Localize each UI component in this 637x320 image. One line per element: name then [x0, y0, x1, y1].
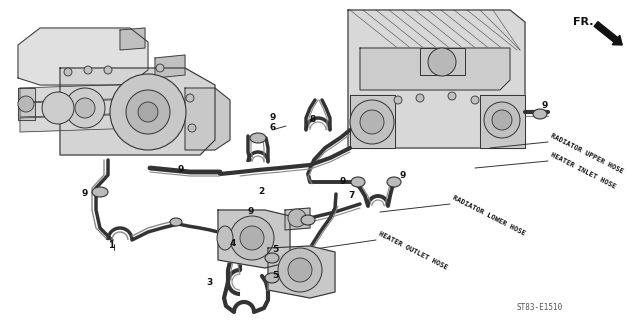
Text: RADIATOR LOWER HOSE: RADIATOR LOWER HOSE: [452, 195, 527, 237]
Text: RADIATOR UPPER HOSE: RADIATOR UPPER HOSE: [550, 133, 625, 175]
Circle shape: [484, 102, 520, 138]
Ellipse shape: [265, 273, 279, 283]
Text: 9: 9: [542, 101, 548, 110]
Polygon shape: [120, 28, 145, 50]
Circle shape: [65, 88, 105, 128]
Polygon shape: [18, 28, 148, 85]
Circle shape: [156, 64, 164, 72]
Polygon shape: [350, 95, 395, 148]
Text: 4: 4: [230, 239, 236, 248]
Circle shape: [278, 248, 322, 292]
Text: 8: 8: [310, 115, 316, 124]
Circle shape: [138, 102, 158, 122]
Circle shape: [471, 96, 479, 104]
Ellipse shape: [301, 215, 315, 225]
Text: 9: 9: [270, 113, 276, 122]
Circle shape: [18, 96, 34, 112]
Polygon shape: [348, 10, 525, 148]
Polygon shape: [20, 114, 140, 132]
Text: 9: 9: [400, 171, 406, 180]
Polygon shape: [18, 88, 35, 120]
Circle shape: [288, 258, 312, 282]
Polygon shape: [60, 68, 215, 155]
Polygon shape: [268, 246, 335, 298]
Text: 2: 2: [258, 187, 264, 196]
Polygon shape: [155, 55, 185, 78]
Circle shape: [64, 68, 72, 76]
Circle shape: [350, 100, 394, 144]
Circle shape: [448, 92, 456, 100]
Text: ST83-E1510: ST83-E1510: [517, 303, 563, 313]
Circle shape: [188, 124, 196, 132]
Text: 9: 9: [178, 165, 184, 174]
Circle shape: [288, 209, 306, 227]
Text: 7: 7: [348, 191, 354, 200]
Polygon shape: [420, 48, 465, 75]
Text: 1: 1: [108, 241, 114, 250]
Circle shape: [75, 98, 95, 118]
Text: FR.: FR.: [573, 17, 594, 27]
Text: 9: 9: [82, 189, 89, 198]
Circle shape: [126, 90, 170, 134]
FancyArrow shape: [594, 22, 622, 45]
Circle shape: [394, 96, 402, 104]
Circle shape: [104, 66, 112, 74]
Ellipse shape: [351, 177, 365, 187]
Circle shape: [416, 94, 424, 102]
Text: 5: 5: [272, 271, 278, 280]
Text: 6: 6: [270, 123, 276, 132]
Ellipse shape: [92, 187, 108, 197]
Ellipse shape: [387, 177, 401, 187]
Polygon shape: [480, 95, 525, 148]
Circle shape: [230, 216, 274, 260]
Circle shape: [110, 74, 186, 150]
Circle shape: [186, 94, 194, 102]
Ellipse shape: [533, 109, 547, 119]
Ellipse shape: [265, 253, 279, 263]
Circle shape: [492, 110, 512, 130]
Text: HEATER INLET HOSE: HEATER INLET HOSE: [550, 152, 617, 190]
Ellipse shape: [250, 133, 266, 143]
Text: 3: 3: [206, 278, 212, 287]
Polygon shape: [20, 99, 140, 117]
Polygon shape: [285, 208, 310, 230]
Circle shape: [42, 92, 74, 124]
Ellipse shape: [170, 218, 182, 226]
Circle shape: [428, 48, 456, 76]
Polygon shape: [20, 84, 140, 102]
Ellipse shape: [217, 226, 233, 250]
Circle shape: [240, 226, 264, 250]
Text: 5: 5: [272, 245, 278, 254]
Text: HEATER OUTLET HOSE: HEATER OUTLET HOSE: [378, 231, 449, 271]
Text: 9: 9: [340, 177, 347, 186]
Polygon shape: [360, 48, 510, 90]
Text: 9: 9: [248, 207, 254, 216]
Polygon shape: [218, 210, 290, 268]
Circle shape: [84, 66, 92, 74]
Circle shape: [360, 110, 384, 134]
Polygon shape: [185, 88, 230, 150]
